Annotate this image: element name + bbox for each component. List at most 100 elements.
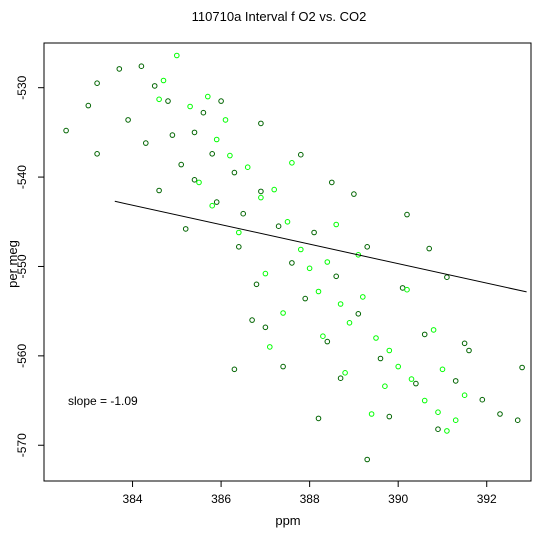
data-point <box>240 210 246 217</box>
chart-title: 110710a Interval f O2 vs. CO2 <box>192 9 367 24</box>
data-point <box>218 98 224 104</box>
data-point <box>311 229 317 236</box>
data-point <box>435 426 441 433</box>
data-point <box>151 83 158 89</box>
data-point <box>191 177 198 183</box>
data-point <box>209 202 215 209</box>
data-point <box>289 260 295 266</box>
data-point <box>267 344 273 350</box>
data-point <box>227 152 233 159</box>
y-tick-label: -570 <box>15 433 29 457</box>
data-point <box>315 288 322 295</box>
data-point <box>333 273 340 280</box>
x-axis-label: ppm <box>275 513 300 528</box>
data-point <box>289 160 295 166</box>
data-point <box>258 194 264 201</box>
data-point <box>205 93 211 100</box>
y-tick-label: -560 <box>15 344 29 368</box>
data-point <box>346 320 353 326</box>
data-point <box>452 417 459 424</box>
data-point <box>280 363 286 370</box>
data-point <box>222 117 229 123</box>
data-point <box>395 363 402 370</box>
data-point <box>94 80 100 86</box>
data-point <box>94 151 100 157</box>
data-point <box>271 186 278 193</box>
data-point <box>302 295 309 302</box>
x-tick-label: 388 <box>300 492 320 506</box>
data-point <box>258 188 264 195</box>
y-tick-label: -530 <box>15 75 29 99</box>
data-point <box>213 199 220 205</box>
data-point <box>116 66 123 72</box>
series-green-points <box>156 52 468 434</box>
data-point <box>426 245 433 252</box>
data-point <box>178 161 184 168</box>
data-point <box>421 397 428 404</box>
data-point <box>351 191 357 197</box>
plot-frame <box>43 42 532 482</box>
data-point <box>196 179 202 186</box>
data-point <box>284 219 291 225</box>
data-point <box>85 102 92 109</box>
data-point <box>275 223 282 229</box>
data-point <box>461 392 468 399</box>
data-point <box>519 364 525 371</box>
data-point <box>360 294 366 300</box>
data-point <box>231 169 238 176</box>
data-point <box>514 417 521 424</box>
data-point <box>298 246 304 253</box>
data-point <box>466 347 472 354</box>
data-point <box>421 331 428 338</box>
data-point <box>479 396 486 403</box>
data-point <box>231 366 238 373</box>
data-point <box>262 324 269 331</box>
data-point <box>404 286 410 293</box>
data-point <box>298 151 304 158</box>
data-point <box>461 340 468 347</box>
x-tick-label: 384 <box>123 492 143 506</box>
data-point <box>306 265 313 272</box>
data-point <box>236 244 242 250</box>
data-point <box>187 103 193 110</box>
data-point <box>191 129 198 136</box>
data-point <box>439 366 446 373</box>
data-point <box>337 375 344 382</box>
data-point <box>337 301 344 307</box>
data-point <box>408 376 415 382</box>
data-point <box>368 411 375 417</box>
data-point <box>200 109 207 116</box>
data-point <box>404 211 410 218</box>
data-point <box>165 98 171 104</box>
data-point <box>262 270 269 277</box>
data-point <box>320 333 326 340</box>
data-point <box>174 52 180 59</box>
data-point <box>253 281 260 288</box>
data-point <box>444 274 450 281</box>
data-point <box>182 226 189 232</box>
y-axis: -530 -540 -550 -560 -570 <box>15 75 44 457</box>
x-axis: 384 386 388 390 392 <box>123 481 497 506</box>
x-tick-label: 392 <box>477 492 497 506</box>
data-point <box>386 413 393 420</box>
data-point <box>258 120 264 127</box>
y-tick-label: -550 <box>15 254 29 278</box>
data-point <box>333 221 340 228</box>
data-point <box>143 140 149 146</box>
data-point <box>63 127 69 134</box>
data-point <box>382 383 388 390</box>
data-point <box>156 187 162 194</box>
data-point <box>249 317 255 323</box>
data-point <box>373 335 379 341</box>
data-point <box>156 96 162 103</box>
regression-line <box>114 200 527 293</box>
data-point <box>342 370 348 376</box>
slope-annotation: slope = -1.09 <box>68 394 138 408</box>
data-point <box>244 164 251 170</box>
x-tick-label: 386 <box>211 492 231 506</box>
data-point <box>435 409 441 416</box>
y-tick-label: -540 <box>15 165 29 189</box>
data-point <box>125 117 131 123</box>
